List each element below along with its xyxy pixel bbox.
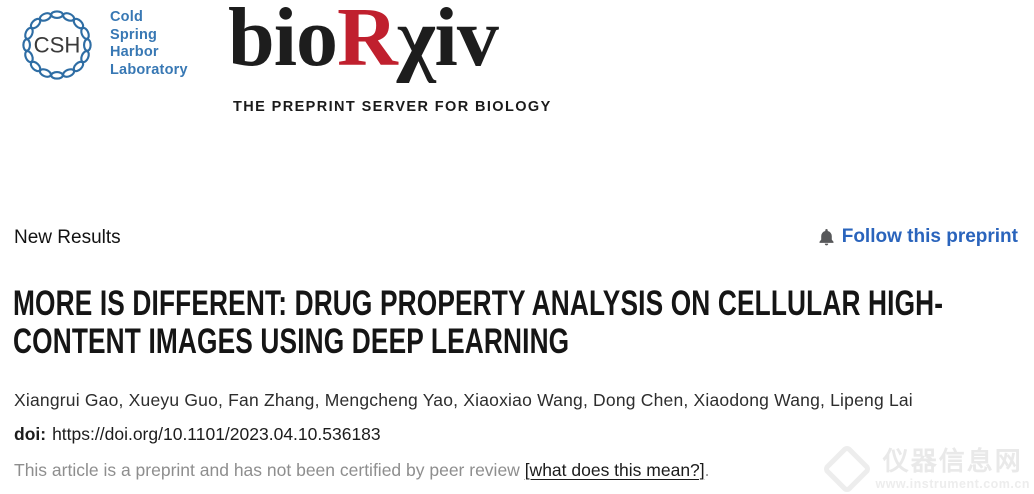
csh-logo-text: CSH xyxy=(34,32,81,57)
watermark: 仪器信息网 www.instrument.com.cn xyxy=(822,443,1030,494)
doi-line: doi: https://doi.org/10.1101/2023.04.10.5… xyxy=(14,424,381,445)
preprint-note: This article is a preprint and has not b… xyxy=(14,460,710,481)
author-list: Xiangrui Gao, Xueyu Guo, Fan Zhang, Meng… xyxy=(14,390,913,410)
biorxiv-logo-iv: iv xyxy=(434,0,499,84)
preprint-note-suffix: . xyxy=(704,460,710,480)
csh-name-line: Cold xyxy=(110,9,144,25)
biorxiv-logo-r: R xyxy=(337,0,398,84)
preprint-note-text: This article is a preprint and has not b… xyxy=(14,460,525,480)
doi-link[interactable]: https://doi.org/10.1101/2023.04.10.53618… xyxy=(52,424,381,444)
watermark-site-name: 仪器信息网 xyxy=(882,446,1023,476)
biorxiv-tagline: THE PREPRINT SERVER FOR BIOLOGY xyxy=(233,99,552,115)
csh-name-line: Laboratory xyxy=(110,61,188,78)
watermark-logo-icon xyxy=(822,443,873,494)
doi-label: doi: xyxy=(14,424,47,444)
csh-name-line: Spring xyxy=(110,26,158,43)
what-does-this-mean-link[interactable]: [what does this mean?] xyxy=(524,460,705,480)
follow-preprint-link[interactable]: Follow this preprint xyxy=(818,226,1018,248)
csh-dna-ring-icon: CSH xyxy=(22,10,92,80)
section-label-new-results: New Results xyxy=(14,227,121,248)
biorxiv-logo[interactable]: bioRχiv xyxy=(228,0,499,80)
article-title-line: MORE IS DIFFERENT: DRUG PROPERTY ANALYSI… xyxy=(13,283,944,323)
bell-icon xyxy=(819,228,834,245)
csh-name-line: Harbor xyxy=(110,44,159,60)
biorxiv-logo-bio: bio xyxy=(228,0,338,84)
csh-laboratory-name: Cold Spring Harbor Laboratory xyxy=(110,9,188,79)
follow-preprint-label: Follow this preprint xyxy=(841,226,1018,247)
article-title-line: CONTENT IMAGES USING DEEP LEARNING xyxy=(13,321,570,361)
biorxiv-logo-chi: χ xyxy=(396,0,436,84)
article-title: MORE IS DIFFERENT: DRUG PROPERTY ANALYSI… xyxy=(13,284,1034,360)
watermark-site-url: www.instrument.com.cn xyxy=(875,477,1030,491)
